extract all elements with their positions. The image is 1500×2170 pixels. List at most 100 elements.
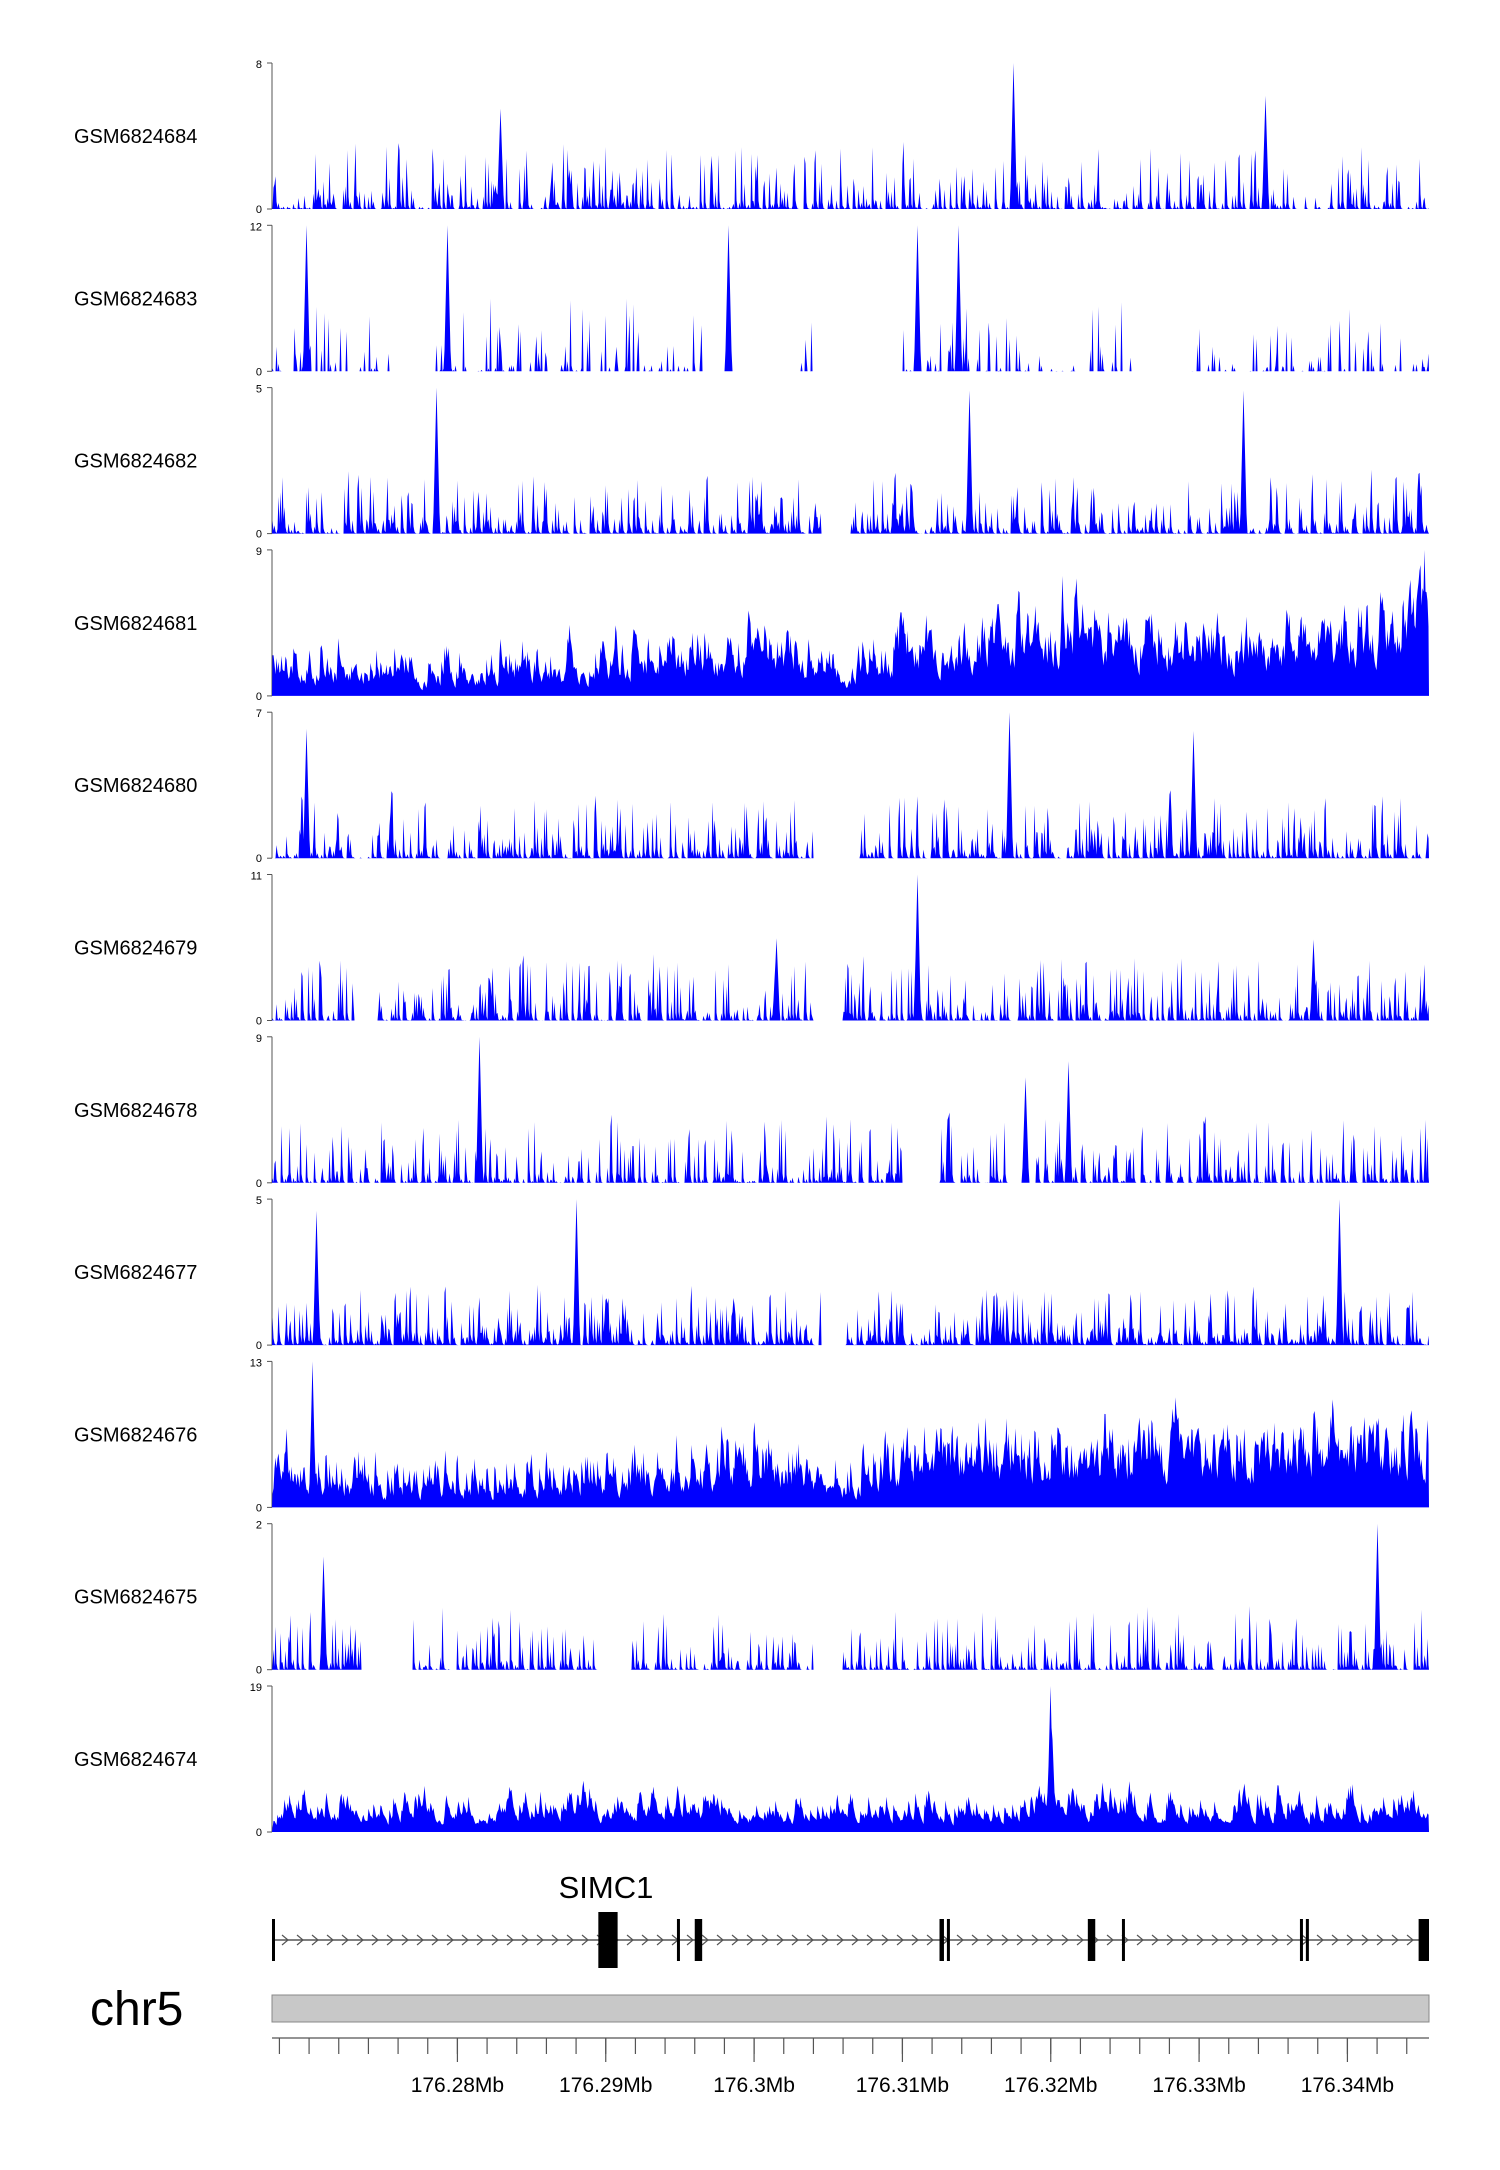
track-GSM6824681: GSM6824681 9 0	[74, 546, 1429, 703]
strand-arrow	[1061, 1934, 1069, 1946]
strand-arrow	[536, 1934, 544, 1946]
gene-track: SIMC1	[272, 1870, 1429, 1968]
strand-arrow	[1151, 1934, 1159, 1946]
strand-arrow	[731, 1934, 739, 1946]
strand-arrow	[1271, 1934, 1279, 1946]
track-GSM6824683: GSM6824683 12 0	[74, 221, 1429, 378]
coverage-area	[272, 874, 1429, 1021]
track-name: GSM6824680	[74, 775, 197, 797]
chromosome-band	[271, 1994, 1430, 2023]
strand-arrow	[296, 1934, 304, 1946]
y-max-label: 8	[256, 59, 262, 71]
strand-arrow	[1046, 1934, 1054, 1946]
track-name: GSM6824681	[74, 613, 197, 635]
track-name: GSM6824683	[74, 288, 197, 310]
exon	[598, 1912, 618, 1968]
coverage-tracks: GSM682468480GSM6824683120GSM682468250GSM…	[74, 59, 1429, 1839]
coverage-area	[272, 1361, 1429, 1508]
coverage-area	[272, 225, 1429, 372]
y-min-label: 0	[256, 366, 262, 378]
strand-arrow	[551, 1934, 559, 1946]
y-max-label: 13	[250, 1357, 262, 1369]
track-name: GSM6824679	[74, 938, 197, 960]
strand-arrow	[626, 1934, 634, 1946]
strand-arrow	[1316, 1934, 1324, 1946]
strand-arrow	[491, 1934, 499, 1946]
track-GSM6824684: GSM6824684 8 0	[74, 59, 1429, 216]
ideogram-track: chr5	[90, 1983, 1430, 2036]
strand-arrow	[1196, 1934, 1204, 1946]
track-GSM6824675: GSM6824675 2 0	[74, 1520, 1429, 1677]
y-min-label: 0	[256, 529, 262, 541]
track-GSM6824679: GSM6824679 11 0	[74, 871, 1429, 1028]
track-name: GSM6824677	[74, 1262, 197, 1284]
strand-arrow	[1166, 1934, 1174, 1946]
strand-arrow	[1076, 1934, 1084, 1946]
strand-arrow	[881, 1934, 889, 1946]
strand-arrow	[1406, 1934, 1414, 1946]
strand-arrow	[926, 1934, 934, 1946]
exon	[1305, 1919, 1309, 1961]
track-name: GSM6824675	[74, 1587, 197, 1609]
strand-arrow	[1016, 1934, 1024, 1946]
exon	[272, 1919, 275, 1961]
strand-arrow	[641, 1934, 649, 1946]
strand-arrow	[1286, 1934, 1294, 1946]
strand-arrow	[716, 1934, 724, 1946]
strand-arrow	[1241, 1934, 1249, 1946]
strand-arrow	[1181, 1934, 1189, 1946]
strand-arrow	[821, 1934, 829, 1946]
strand-arrow	[356, 1934, 364, 1946]
y-max-label: 2	[256, 1520, 262, 1532]
strand-arrow	[971, 1934, 979, 1946]
strand-arrow	[656, 1934, 664, 1946]
coverage-area	[272, 549, 1429, 696]
axis-tick-label: 176.32Mb	[1004, 2074, 1097, 2097]
strand-arrow	[506, 1934, 514, 1946]
strand-arrow	[401, 1934, 409, 1946]
strand-arrow	[1346, 1934, 1354, 1946]
strand-arrow	[956, 1934, 964, 1946]
strand-arrow	[341, 1934, 349, 1946]
strand-arrow	[326, 1934, 334, 1946]
y-max-label: 11	[251, 871, 262, 883]
coverage-area	[272, 1686, 1429, 1832]
track-GSM6824674: GSM6824674 19 0	[74, 1682, 1429, 1839]
strand-arrow	[1331, 1934, 1339, 1946]
exon	[946, 1919, 950, 1961]
strand-arrow	[866, 1934, 874, 1946]
y-max-label: 19	[250, 1682, 262, 1694]
exon	[1299, 1919, 1303, 1961]
y-max-label: 9	[256, 546, 262, 558]
strand-arrow	[1136, 1934, 1144, 1946]
y-min-label: 0	[256, 1340, 262, 1352]
strand-arrow	[806, 1934, 814, 1946]
coverage-area	[272, 387, 1429, 534]
y-max-label: 12	[250, 221, 262, 233]
strand-arrow	[776, 1934, 784, 1946]
strand-arrow	[431, 1934, 439, 1946]
axis-tick-label: 176.28Mb	[411, 2074, 504, 2097]
strand-arrow	[1031, 1934, 1039, 1946]
track-name: GSM6824684	[74, 126, 197, 148]
strand-arrow	[1001, 1934, 1009, 1946]
strand-arrow	[371, 1934, 379, 1946]
track-GSM6824680: GSM6824680 7 0	[74, 708, 1429, 865]
y-max-label: 7	[256, 708, 262, 720]
coverage-area	[272, 1036, 1429, 1183]
strand-arrow	[476, 1934, 484, 1946]
strand-arrow	[1256, 1934, 1264, 1946]
track-GSM6824682: GSM6824682 5 0	[74, 384, 1429, 541]
coverage-area	[272, 712, 1429, 859]
exon	[1087, 1919, 1096, 1961]
y-min-label: 0	[256, 204, 262, 216]
track-name: GSM6824678	[74, 1100, 197, 1122]
strand-arrow	[686, 1934, 694, 1946]
y-min-label: 0	[256, 853, 262, 865]
strand-arrow	[1391, 1934, 1399, 1946]
strand-arrow	[1376, 1934, 1384, 1946]
strand-arrow	[1211, 1934, 1219, 1946]
strand-arrow	[746, 1934, 754, 1946]
y-min-label: 0	[256, 1502, 262, 1514]
